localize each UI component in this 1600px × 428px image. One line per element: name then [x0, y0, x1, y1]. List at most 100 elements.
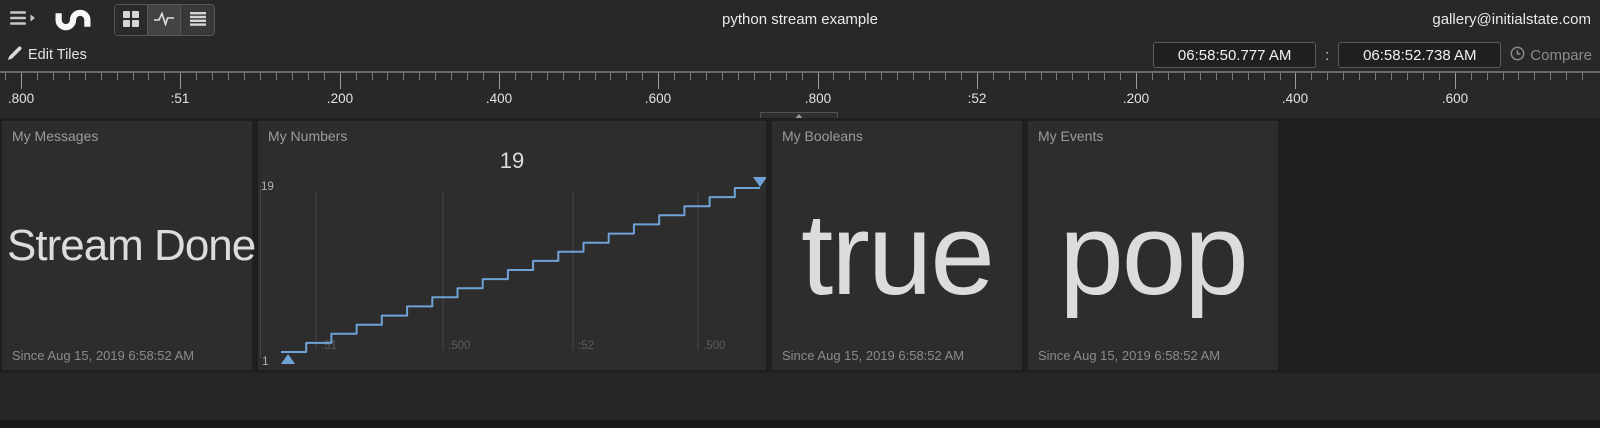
ruler-minor-tick [1343, 73, 1345, 80]
boolean-value: true [801, 188, 995, 319]
ruler-minor-tick [355, 73, 357, 80]
ruler-minor-tick [594, 73, 596, 80]
ruler-minor-tick [1502, 73, 1504, 80]
ruler-minor-tick [387, 73, 389, 80]
chart-current-value: 19 [499, 148, 525, 173]
ruler-minor-tick [769, 73, 771, 80]
message-value: Stream Done [7, 220, 256, 270]
ruler-minor-tick [1247, 73, 1249, 80]
tile-footer: Since Aug 15, 2019 6:58:52 AM [12, 348, 195, 363]
tile-title: My Numbers [268, 128, 348, 144]
ruler-minor-tick [1582, 73, 1584, 80]
ruler-minor-tick [371, 73, 373, 80]
grid-view-button[interactable] [115, 5, 148, 35]
ruler-minor-tick [530, 73, 532, 80]
ruler-tick-label: .600 [644, 91, 672, 106]
ruler-minor-tick [1199, 73, 1201, 80]
timeline-ruler[interactable]: .800:51 .200 .400 .600 .800:52 .200 .400 .600 [0, 71, 1600, 112]
ruler-minor-tick [132, 73, 134, 80]
ruler-minor-tick [419, 73, 421, 80]
ruler-minor-tick [833, 73, 835, 80]
ruler-tick-label: .400 [485, 91, 513, 106]
toolbar: Edit Tiles : Compare [0, 40, 1600, 71]
ruler-minor-tick [1088, 73, 1090, 80]
ruler-minor-tick [1550, 73, 1552, 80]
tile-my-numbers[interactable]: My Numbers 19 :51 .500:52 .500 19 1 [258, 121, 766, 370]
ruler-tick-label: :52 [967, 91, 987, 106]
ruler-minor-tick [164, 73, 166, 80]
ruler-minor-tick [435, 73, 437, 80]
ruler-minor-tick [1518, 73, 1520, 80]
ruler-tick-label: .200 [1122, 91, 1150, 106]
ruler-minor-tick [116, 73, 118, 80]
top-bar-left [8, 0, 215, 40]
ruler-minor-tick [451, 73, 453, 80]
ruler-major-tick [976, 73, 978, 89]
end-time-input[interactable] [1338, 42, 1502, 68]
ruler-tick-label: .600 [1441, 91, 1469, 106]
initialstate-logo-icon[interactable] [50, 7, 96, 33]
ruler-minor-tick [5, 73, 7, 80]
ruler-minor-tick [244, 73, 245, 80]
tile-footer: Since Aug 15, 2019 6:58:52 AM [782, 348, 965, 363]
up-arrow-icon [794, 114, 804, 120]
ruler-minor-tick [801, 73, 803, 80]
ruler-minor-tick [865, 73, 867, 80]
ruler-minor-tick [307, 73, 309, 80]
ruler-minor-tick [1279, 73, 1281, 80]
chart-start-marker-icon [281, 354, 295, 364]
below-tiles-area [0, 373, 1600, 420]
svg-text::52: :52 [578, 340, 594, 352]
ruler-minor-tick [1406, 73, 1408, 80]
ruler-major-tick [180, 73, 182, 89]
svg-text:.500: .500 [448, 340, 470, 352]
ruler-minor-tick [1486, 73, 1488, 80]
bottom-strip [0, 420, 1600, 428]
ruler-minor-tick [642, 73, 644, 80]
ruler-minor-tick [52, 73, 54, 80]
list-view-button[interactable] [181, 5, 214, 35]
ruler-minor-tick [1056, 73, 1058, 80]
ruler-minor-tick [690, 73, 692, 80]
ruler-minor-tick [1327, 73, 1329, 80]
ruler-tick-label: .200 [326, 91, 354, 106]
ruler-minor-tick [546, 73, 548, 80]
ruler-major-tick [817, 73, 819, 89]
ruler-minor-tick [1438, 73, 1440, 80]
tile-title: My Events [1038, 128, 1104, 144]
ruler-minor-tick [291, 73, 293, 80]
ruler-minor-tick [1263, 73, 1265, 80]
time-separator: : [1325, 46, 1330, 64]
ruler-tick-label: .800 [804, 91, 832, 106]
account-email[interactable]: gallery@initialstate.com [1432, 11, 1591, 28]
start-time-input[interactable] [1153, 42, 1317, 68]
ruler-minor-tick [881, 73, 883, 80]
ruler-tick-label: .400 [1281, 91, 1309, 106]
waves-view-button[interactable] [148, 5, 181, 35]
pulse-waves-icon [154, 10, 174, 29]
tile-my-messages[interactable]: My Messages Stream Done Since Aug 15, 20… [2, 121, 256, 370]
sidebar-toggle-button[interactable] [8, 4, 38, 37]
pencil-icon [8, 46, 22, 64]
tile-title: My Booleans [782, 128, 863, 144]
chart-end-marker-icon [753, 177, 766, 187]
ruler-minor-tick [1120, 73, 1122, 80]
tile-footer: Since Aug 15, 2019 6:58:52 AM [1038, 348, 1221, 363]
ruler-minor-tick [562, 73, 564, 80]
ruler-minor-tick [1534, 73, 1536, 80]
tile-my-events[interactable]: My Events pop Since Aug 15, 2019 6:58:52… [1028, 121, 1278, 370]
ruler-major-tick [1454, 73, 1456, 89]
compare-button[interactable]: Compare [1510, 46, 1592, 65]
tile-my-booleans[interactable]: My Booleans true Since Aug 15, 2019 6:58… [772, 121, 1022, 370]
edit-tiles-button[interactable]: Edit Tiles [8, 46, 87, 64]
ruler-minor-tick [960, 73, 962, 80]
my-numbers-step-chart: :51 .500:52 .500 19 1 [260, 177, 766, 368]
ruler-major-tick [658, 73, 660, 89]
ruler-minor-tick [514, 73, 516, 80]
event-value: pop [1059, 188, 1249, 319]
ruler-major-tick [1136, 73, 1138, 89]
ruler-minor-tick [148, 73, 150, 80]
ruler-major-tick [1295, 73, 1297, 89]
ruler-minor-tick [1391, 73, 1392, 80]
